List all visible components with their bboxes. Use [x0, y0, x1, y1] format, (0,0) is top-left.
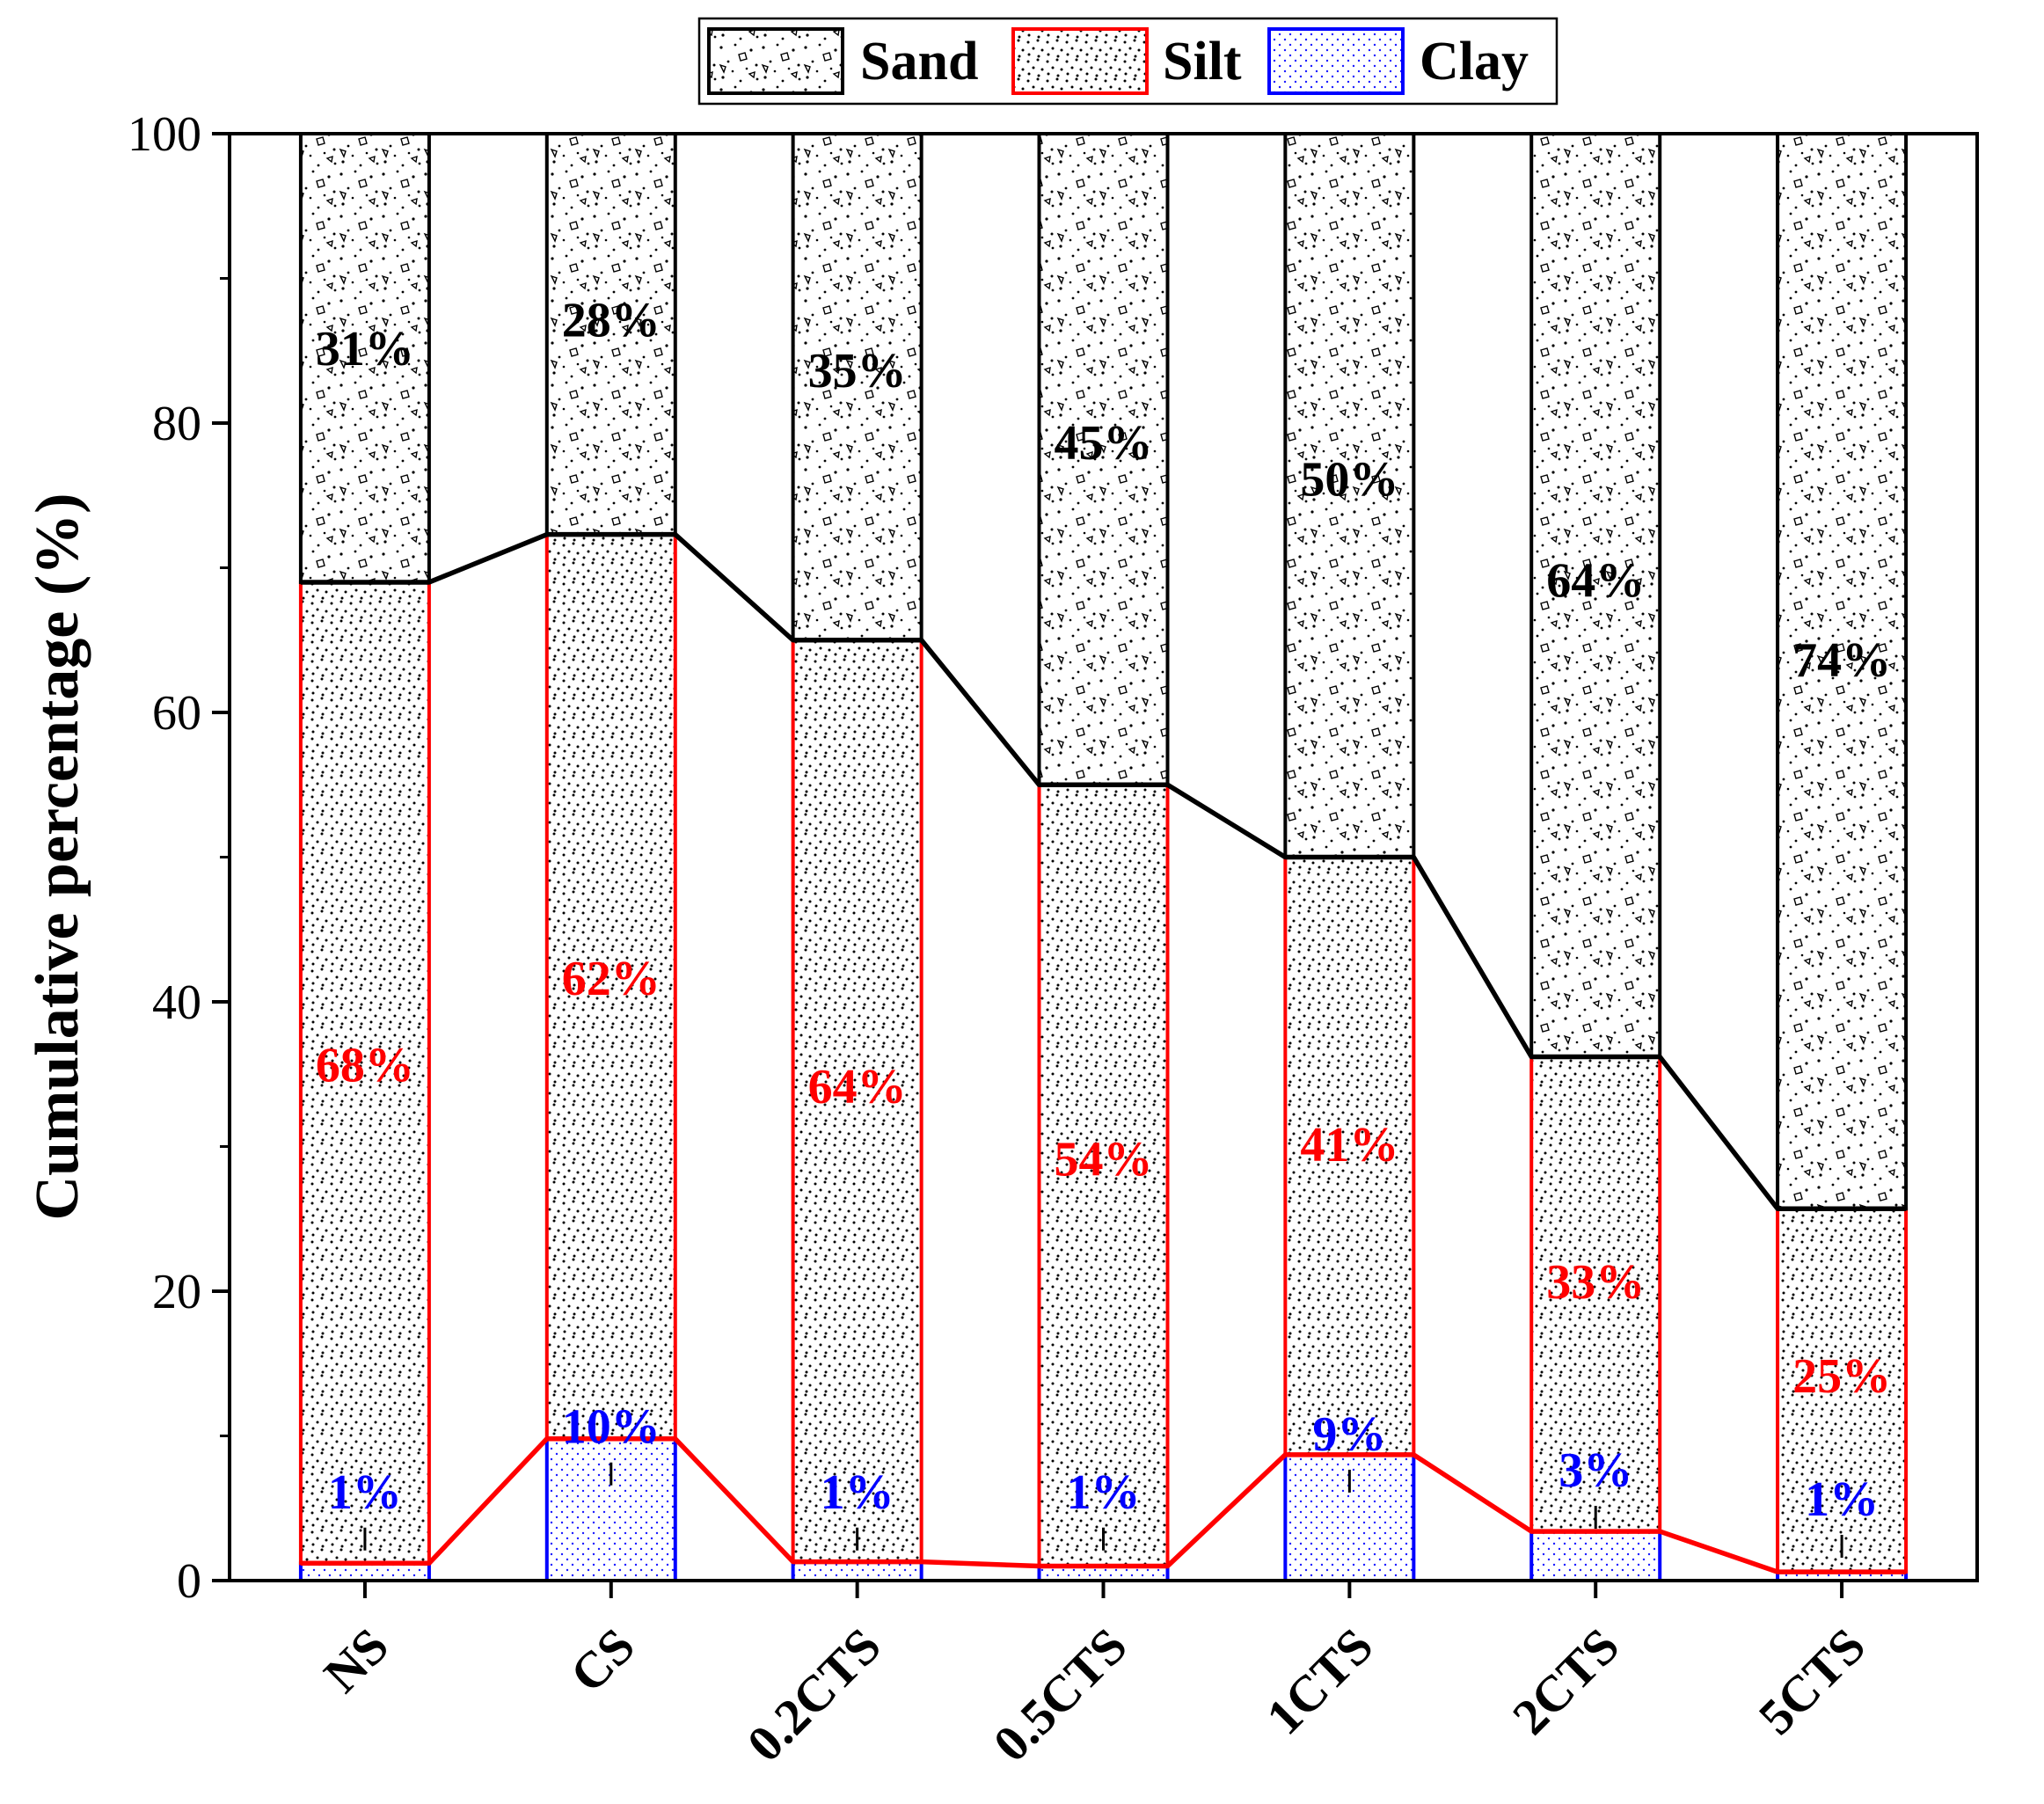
data-label-sand-1cts: 50% — [1300, 452, 1398, 507]
y-tick-label: 40 — [152, 975, 201, 1030]
bar-clay-0.2cts — [791, 1559, 923, 1582]
data-label-sand-cs: 28% — [562, 293, 661, 347]
legend: Sand Silt Clay — [697, 17, 1559, 106]
bar-silt-0.5cts — [1037, 783, 1170, 1568]
data-label-sand-5cts: 74% — [1792, 633, 1891, 688]
bar-silt-5cts — [1776, 1207, 1909, 1574]
y-tick-label: 20 — [152, 1265, 201, 1319]
legend-swatch-sand — [707, 27, 844, 95]
data-label-sand-0.2cts: 35% — [808, 344, 907, 398]
data-label-clay-0.2cts: 1% — [821, 1465, 894, 1520]
bar-silt-ns — [298, 580, 431, 1566]
data-label-clay-2cts: 3% — [1559, 1443, 1632, 1498]
bar-silt-2cts — [1529, 1055, 1662, 1534]
y-tick-label: 60 — [152, 686, 201, 741]
x-tick-label-0.2cts: 0.2CTS — [736, 1617, 892, 1772]
data-label-silt-ns: 68% — [316, 1038, 414, 1092]
legend-label-silt: Silt — [1163, 32, 1242, 91]
bar-sand-0.5cts — [1037, 132, 1170, 787]
data-label-clay-1cts: 9% — [1312, 1407, 1386, 1462]
y-axis-label: Cumulative percentage (%) — [24, 493, 91, 1221]
data-labels: 1% 10% 1% 1% 9% 3% 1% 68% 62% 64% 54% 41% 33% 25% 31% 2… — [316, 293, 1891, 1527]
y-tick-label: 0 — [177, 1554, 201, 1609]
x-tick-label-1cts: 1CTS — [1255, 1617, 1383, 1745]
x-tick-label-2cts: 2CTS — [1501, 1617, 1630, 1745]
x-tick-label-cs: CS — [559, 1617, 646, 1703]
connector-lines — [300, 531, 1907, 1574]
data-label-sand-0.5cts: 45% — [1055, 416, 1153, 471]
y-tick-label: 100 — [128, 107, 201, 162]
bar-clay-2cts — [1529, 1530, 1662, 1582]
bar-silt-0.2cts — [791, 638, 923, 1564]
legend-label-clay: Clay — [1420, 32, 1529, 91]
data-label-silt-cs: 62% — [562, 952, 661, 1006]
bar-clay-ns — [298, 1561, 431, 1583]
data-label-silt-0.2cts: 64% — [808, 1060, 907, 1114]
data-label-sand-ns: 31% — [316, 322, 414, 376]
x-tick-label-ns: NS — [313, 1617, 399, 1703]
y-axis: 0 20 40 60 80 100 — [128, 107, 230, 1609]
y-tick-label: 80 — [152, 397, 201, 451]
x-tick-label-5cts: 5CTS — [1748, 1617, 1876, 1745]
connector-line-silt — [300, 531, 1907, 1211]
legend-label-sand: Sand — [860, 32, 978, 91]
connector-line-clay — [300, 1436, 1907, 1574]
data-label-sand-2cts: 64% — [1546, 553, 1645, 608]
bars — [298, 132, 1909, 1583]
bar-sand-5cts — [1776, 132, 1909, 1211]
data-label-silt-0.5cts: 54% — [1055, 1132, 1153, 1187]
legend-swatch-silt — [1011, 27, 1149, 95]
data-label-silt-1cts: 41% — [1300, 1118, 1398, 1172]
data-label-clay-ns: 1% — [328, 1465, 402, 1520]
bar-sand-2cts — [1529, 132, 1662, 1059]
legend-swatch-clay — [1267, 27, 1405, 95]
x-axis: NS CS 0.2CTS 0.5CTS 1CTS 2CTS 5CTS — [313, 1581, 1876, 1772]
bar-sand-1cts — [1283, 132, 1416, 859]
bar-clay-cs — [544, 1436, 677, 1583]
data-label-clay-0.5cts: 1% — [1067, 1465, 1141, 1520]
bar-silt-cs — [544, 532, 677, 1441]
data-label-clay-5cts: 1% — [1805, 1472, 1879, 1527]
data-label-clay-cs: 10% — [562, 1400, 661, 1455]
x-tick-label-0.5cts: 0.5CTS — [982, 1617, 1138, 1772]
data-label-silt-2cts: 33% — [1546, 1255, 1645, 1310]
data-label-silt-5cts: 25% — [1792, 1349, 1891, 1404]
